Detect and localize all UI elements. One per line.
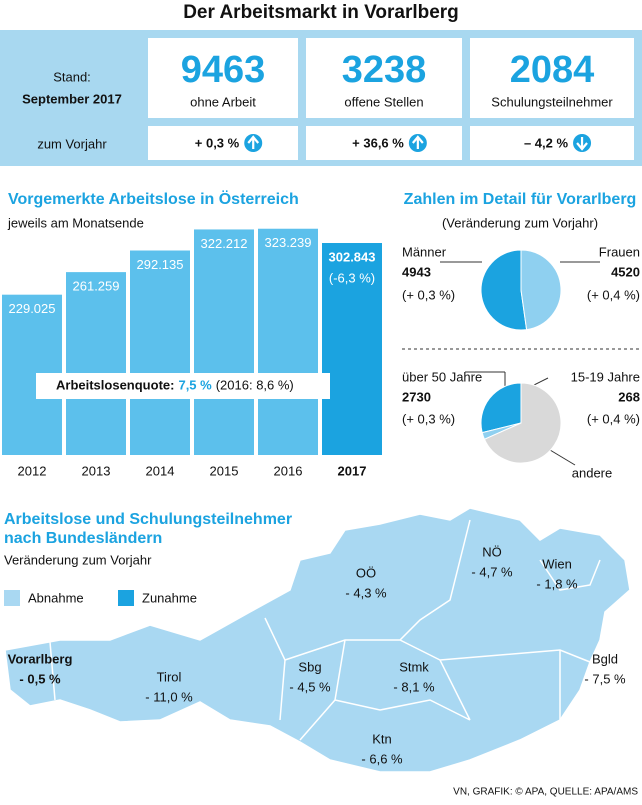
change-box (148, 126, 298, 160)
region-name: Wien (542, 556, 572, 571)
stat-label: offene Stellen (344, 94, 423, 109)
austria-outline (4, 507, 631, 773)
legend-label: Abnahme (28, 590, 84, 605)
change-box (306, 126, 462, 160)
pie-slice (480, 249, 528, 331)
change-label: zum Vorjahr (37, 136, 107, 151)
stat-value: 9463 (181, 49, 266, 91)
region-name: Bgld (592, 651, 618, 666)
bar-subtitle: jeweils am Monatsende (7, 215, 144, 230)
region-name: OÖ (356, 565, 376, 580)
annotation-note: (2016: 8,6 %) (216, 377, 294, 392)
x-tick-label: 2014 (146, 463, 175, 478)
x-tick-label: 2012 (18, 463, 47, 478)
region-change: - 1,8 % (536, 576, 578, 591)
change-box (470, 126, 634, 160)
bar-value-label: 229.025 (9, 301, 56, 316)
region-border (49, 519, 601, 741)
legend-label: Zunahme (142, 590, 197, 605)
pie-slice (520, 249, 562, 331)
region-name: Sbg (298, 659, 321, 674)
region-name: Stmk (399, 659, 429, 674)
bar-title: Vorgemerkte Arbeitslose in Österreich (8, 189, 299, 208)
trend-arrow (576, 137, 588, 151)
stat-box (470, 38, 634, 118)
pie-subtitle: (Veränderung zum Vorjahr) (442, 215, 598, 230)
pie-change: (+ 0,4 %) (587, 411, 640, 426)
bar-value-label: 322.212 (201, 236, 248, 251)
stat-change: + 36,6 % (352, 135, 404, 150)
map-title: nach Bundesländern (4, 530, 162, 547)
annotation-value: 7,5 % (178, 377, 212, 392)
bar-value-label: 292.135 (137, 257, 184, 272)
region-change: - 4,7 % (471, 564, 513, 579)
pie-change: (+ 0,3 %) (402, 411, 455, 426)
bar (130, 250, 190, 455)
pie-change: (+ 0,4 %) (587, 287, 640, 302)
region-name: Ktn (372, 731, 392, 746)
x-tick-label: 2015 (210, 463, 239, 478)
region-change: - 0,5 % (19, 671, 61, 686)
trend-arrow (411, 135, 424, 149)
legend-swatch (4, 590, 20, 606)
map-title: Arbeitslose und Schulungsteilnehmer (4, 511, 292, 528)
trend-arrow (247, 135, 260, 149)
stat-change: – 4,2 % (524, 135, 569, 150)
stand-label: Stand: (53, 69, 91, 84)
region-name: Vorarlberg (8, 651, 73, 666)
bar (66, 272, 126, 455)
region-change: - 8,1 % (393, 679, 435, 694)
stat-change: + 0,3 % (195, 135, 240, 150)
pie-value: 2730 (402, 389, 431, 404)
bar (194, 229, 254, 455)
title: Der Arbeitsmarkt in Vorarlberg (183, 2, 459, 23)
pie-title: Zahlen im Detail für Vorarlberg (404, 191, 637, 208)
pie-value: 4520 (611, 264, 640, 279)
bar-value-label: 261.259 (73, 279, 120, 294)
map-subtitle: Veränderung zum Vorjahr (4, 552, 152, 567)
x-tick-label: 2016 (274, 463, 303, 478)
x-tick-label: 2013 (82, 463, 111, 478)
bar-change-label: (-6,3 %) (329, 270, 375, 285)
bar (322, 243, 382, 455)
region-change: - 7,5 % (584, 671, 626, 686)
stat-label: Schulungsteilnehmer (491, 94, 613, 109)
stat-box (148, 38, 298, 118)
legend-swatch (118, 590, 134, 606)
region-change: - 11,0 % (145, 689, 193, 704)
pie-slice (480, 382, 522, 434)
footer: VN, GRAFIK: © APA, QUELLE: APA/AMS (453, 787, 638, 798)
x-tick-label: 2017 (338, 463, 367, 478)
pie-value: 268 (618, 389, 640, 404)
map (4, 507, 631, 773)
pie-label: Frauen (599, 244, 640, 259)
pie-change: (+ 0,3 %) (402, 287, 455, 302)
region-change: - 4,3 % (345, 585, 387, 600)
bar (258, 228, 318, 455)
stat-label: ohne Arbeit (190, 94, 256, 109)
bar-value-label: 323.239 (265, 235, 312, 250)
region-name: Tirol (157, 669, 182, 684)
annotation-box (36, 373, 330, 399)
bar-value-label: 302.843 (329, 249, 376, 264)
stat-box (306, 38, 462, 118)
pie-label: 15-19 Jahre (571, 369, 640, 384)
annotation-label: Arbeitslosenquote: (56, 377, 174, 392)
pie-label: andere (572, 465, 612, 480)
stat-value: 2084 (510, 49, 595, 91)
region-name: NÖ (482, 544, 502, 559)
pie-value: 4943 (402, 264, 431, 279)
pie-slice (483, 382, 562, 464)
pie-label: Männer (402, 244, 447, 259)
stand-date: September 2017 (22, 91, 122, 106)
leader (549, 449, 576, 466)
region-change: - 4,5 % (289, 679, 331, 694)
pie-label: über 50 Jahre (402, 369, 482, 384)
stat-value: 3238 (342, 49, 427, 91)
region-change: - 6,6 % (361, 751, 403, 766)
